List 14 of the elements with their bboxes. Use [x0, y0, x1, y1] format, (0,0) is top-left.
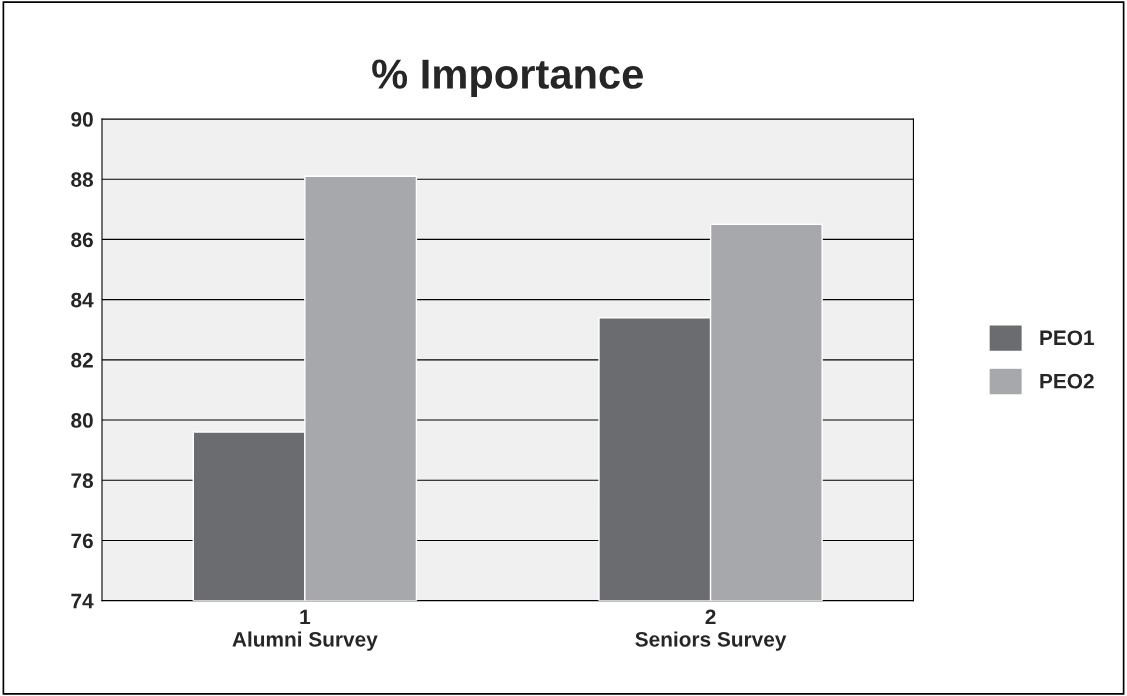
y-tick-label: 80: [71, 413, 93, 428]
legend-label: PEO2: [1040, 373, 1094, 389]
y-tick-label: 74: [71, 593, 94, 609]
chart-title: % Importance: [372, 59, 643, 98]
y-tick-label: 78: [71, 473, 94, 488]
y-tick-label: 88: [71, 172, 94, 187]
x-tick-label: 1 Alumni Survey: [232, 609, 378, 651]
y-tick-label: 84: [71, 292, 94, 308]
y-tick-label: 90: [71, 112, 93, 127]
y-tick-label: 82: [71, 352, 93, 368]
legend-label: PEO1: [1040, 330, 1094, 346]
x-tick-label: 2 Seniors Survey: [635, 609, 787, 651]
y-tick-label: 86: [71, 232, 93, 248]
y-tick-label: 76: [71, 533, 93, 549]
